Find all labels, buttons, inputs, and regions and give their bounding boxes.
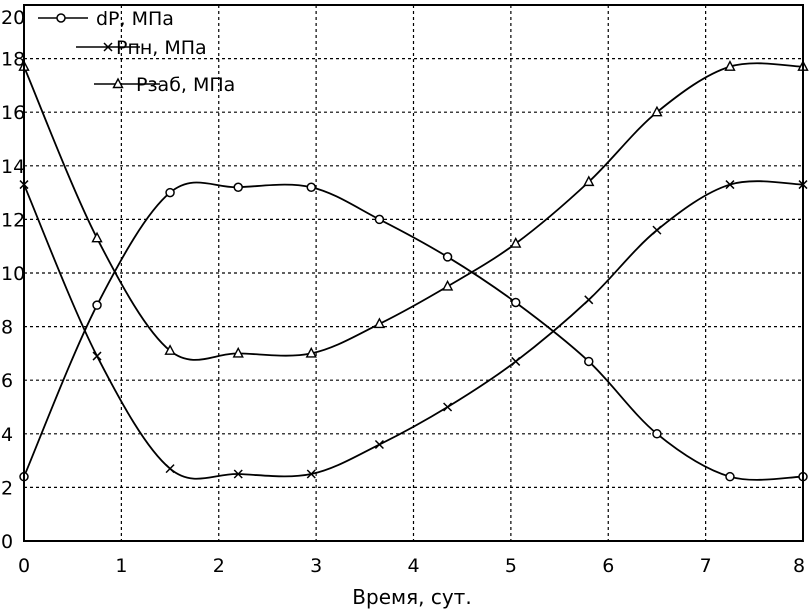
cross-mark	[374, 439, 384, 450]
x-tick-label: 4	[407, 555, 419, 577]
data-point-rzab	[510, 237, 522, 248]
data-point-rzab	[651, 105, 663, 117]
x-tick-label: 3	[310, 555, 322, 577]
cross-mark	[511, 356, 521, 366]
y-tick-label: 16	[1, 102, 25, 124]
data-point-rzab	[724, 60, 736, 71]
cross-mark	[584, 295, 594, 305]
cross-mark	[306, 469, 316, 479]
plot-frame	[23, 4, 804, 542]
legend-item-rzab: Рзаб, МПа	[94, 74, 235, 96]
legend-marker	[112, 77, 124, 89]
data-point-rpn	[374, 439, 384, 450]
x-tick-label: 7	[700, 555, 712, 577]
y-tick-label: 2	[1, 477, 13, 499]
cross-mark	[165, 464, 175, 474]
x-tick-label: 2	[213, 555, 225, 577]
y-tick-label: 6	[1, 370, 13, 392]
legend: dP, МПа Рпн, МПа Рзаб, МПа	[38, 8, 235, 96]
legend-label: Рпн, МПа	[116, 37, 207, 59]
legend-label: dP, МПа	[96, 8, 174, 30]
y-tick-label: 10	[1, 263, 25, 285]
legend-marker	[103, 42, 113, 52]
cross-mark	[725, 180, 735, 190]
x-axis-label: Время, сут.	[352, 585, 471, 609]
y-tick-label: 8	[1, 317, 13, 339]
data-point-rpn	[511, 356, 521, 366]
cross-mark	[92, 351, 102, 361]
data-point-rpn	[233, 469, 243, 479]
y-tick-label: 20	[1, 7, 25, 29]
data-point-dp	[584, 356, 594, 367]
data-point-dp	[652, 429, 662, 439]
data-point-rpn	[725, 180, 735, 190]
data-point-rzab	[232, 346, 244, 358]
data-point-dp	[165, 187, 175, 198]
data-point-rpn	[584, 295, 594, 305]
cross-mark	[652, 225, 662, 235]
data-point-dp	[510, 297, 521, 308]
y-tick-label: 14	[1, 156, 25, 178]
x-tick-label: 1	[115, 555, 127, 577]
data-point-dp	[92, 300, 102, 310]
legend-item-dp: dP, МПа	[38, 8, 174, 30]
grid	[24, 5, 803, 541]
x-tick-label: 0	[18, 555, 30, 577]
data-point-rzab	[373, 317, 386, 329]
y-tick-label: 18	[1, 49, 25, 71]
cross-mark	[103, 42, 113, 52]
data-point-dp	[306, 182, 317, 192]
data-point-rpn	[306, 469, 316, 479]
data-point-rzab	[164, 344, 176, 355]
data-point-dp	[725, 471, 735, 482]
x-tick-label: 8	[793, 555, 805, 577]
data-point-dp	[442, 252, 453, 262]
series-dp	[19, 181, 808, 482]
x-tick-label: 6	[602, 555, 614, 577]
data-point-dp	[233, 182, 243, 192]
data-point-rzab	[583, 175, 595, 187]
data-point-rpn	[165, 464, 175, 474]
cross-mark	[233, 469, 243, 479]
x-tick-label: 5	[505, 555, 517, 577]
y-tick-label: 4	[1, 424, 13, 446]
legend-label: Рзаб, МПа	[136, 74, 235, 96]
data-point-rzab	[305, 346, 317, 358]
data-point-rpn	[652, 225, 662, 235]
series-rzab	[18, 60, 809, 361]
legend-marker	[56, 13, 66, 23]
data-point-dp	[374, 214, 385, 225]
cross-mark	[443, 402, 453, 412]
data-point-rpn	[443, 402, 453, 412]
data-point-rzab	[441, 279, 454, 291]
legend-item-rpn: Рпн, МПа	[76, 37, 207, 59]
y-tick-label: 12	[1, 209, 25, 231]
data-point-rzab	[91, 231, 103, 243]
y-tick-label: 0	[1, 531, 13, 553]
series-area	[18, 60, 809, 482]
data-point-rpn	[92, 351, 102, 361]
